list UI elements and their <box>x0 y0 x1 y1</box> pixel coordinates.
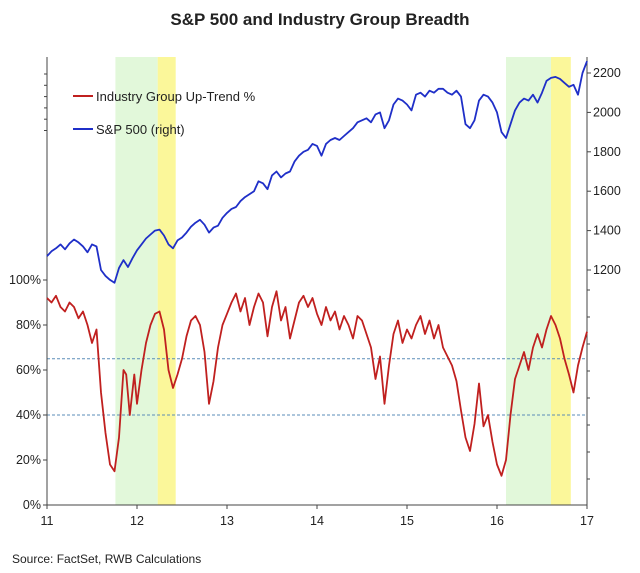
y-left-tick-label-3: 60% <box>16 363 41 377</box>
shaded-region-1 <box>157 57 176 505</box>
x-tick-label-13: 13 <box>220 514 234 528</box>
axes: 11 12 13 14 15 16 17 0% 20% 40% 60% 80% 100% 1200 1400… <box>9 57 621 528</box>
legend: Industry Group Up-Trend % S&P 500 (right) <box>73 89 256 137</box>
shaded-region-3 <box>551 57 571 505</box>
shaded-region-2 <box>506 57 551 505</box>
y-left-tick-label-1: 20% <box>16 453 41 467</box>
legend-label-1: S&P 500 (right) <box>96 122 185 137</box>
x-tick-label-12: 12 <box>130 514 144 528</box>
y-right-tick-label-1600: 1600 <box>593 184 621 198</box>
y-left-tick-label-2: 40% <box>16 408 41 422</box>
x-tick-label-17: 17 <box>580 514 594 528</box>
x-tick-label-16: 16 <box>490 514 504 528</box>
source-note: Source: FactSet, RWB Calculations <box>12 552 202 566</box>
y-right-tick-label-2200: 2200 <box>593 66 621 80</box>
reference-lines <box>47 358 587 416</box>
y-right-tick-label-1800: 1800 <box>593 145 621 159</box>
y-right-tick-label-2000: 2000 <box>593 105 621 119</box>
shaded-regions <box>115 57 571 505</box>
y-right-tick-label-1400: 1400 <box>593 224 621 238</box>
series-line-0 <box>46 290 588 477</box>
x-tick-label-15: 15 <box>400 514 414 528</box>
y-left-tick-label-4: 80% <box>16 318 41 332</box>
x-tick-label-11: 11 <box>41 514 54 528</box>
legend-label-0: Industry Group Up-Trend % <box>96 89 256 104</box>
y-left-tick-label-0: 0% <box>23 498 41 512</box>
series-lines <box>46 60 588 477</box>
x-tick-label-14: 14 <box>310 514 324 528</box>
shaded-region-0 <box>115 57 158 505</box>
chart-title: S&P 500 and Industry Group Breadth <box>170 10 470 29</box>
y-right-tick-label-1200: 1200 <box>593 263 621 277</box>
y-left-tick-label-5: 100% <box>9 273 41 287</box>
series-line-1 <box>46 60 588 284</box>
